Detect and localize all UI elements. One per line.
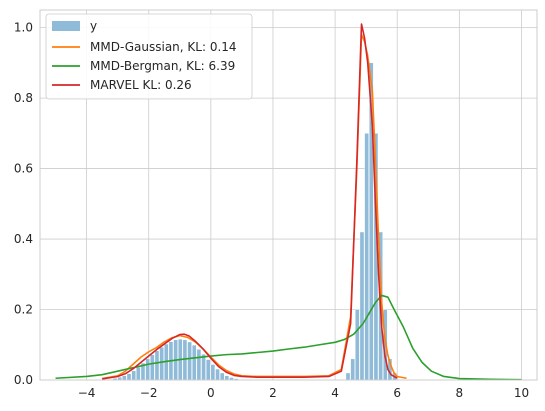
histogram-bar (159, 347, 164, 381)
histogram-bar (192, 344, 197, 381)
histogram-bar (350, 358, 355, 381)
histogram-bar (122, 375, 127, 381)
histogram-bar (355, 309, 360, 381)
y-tick-label: 0.2 (14, 303, 33, 317)
x-tick-label: 6 (393, 386, 401, 400)
histogram-bar (150, 354, 155, 381)
histogram-bar (205, 359, 211, 381)
histogram-bar (154, 350, 160, 381)
histogram-bar (210, 364, 216, 381)
axes: −4 −2 0 2 4 6 8 10 0.0 0.2 0.4 0.6 0.8 1.0 (14, 9, 538, 400)
histogram-bar (196, 349, 202, 381)
histogram-bar (126, 373, 132, 381)
histogram-bar (215, 368, 220, 381)
legend-label-histogram: y (90, 19, 97, 33)
legend: y MMD-Gaussian, KL: 0.14 MMD-Bergman, KL: … (45, 13, 253, 100)
histogram-bar (131, 370, 136, 381)
histogram-bar (224, 375, 230, 381)
legend-frame (45, 13, 253, 100)
y-tick-label: 0.8 (14, 91, 33, 105)
histogram-bar (364, 133, 369, 381)
x-tick-label: 8 (456, 386, 464, 400)
y-tick-label: 0.4 (14, 232, 33, 246)
legend-swatch-histogram (52, 21, 80, 31)
plot-frame (39, 9, 538, 381)
histogram-bar (136, 367, 141, 381)
histogram-bar (201, 354, 206, 381)
x-tick-label: 10 (514, 386, 529, 400)
legend-label-3: MARVEL KL: 0.26 (90, 78, 192, 92)
series-line-2 (55, 294, 522, 381)
legend-label-1: MMD-Gaussian, KL: 0.14 (90, 40, 237, 54)
histogram-bar (359, 231, 365, 381)
series-line-3 (102, 23, 398, 380)
legend-label-2: MMD-Bergman, KL: 6.39 (90, 59, 235, 73)
y-tick-label: 0.6 (14, 162, 33, 176)
x-tick-label: −2 (140, 386, 158, 400)
histogram-bar (145, 358, 150, 381)
histogram-bar (219, 372, 225, 381)
histogram-bar (345, 372, 351, 381)
series-lines (55, 23, 522, 381)
x-tick-label: 0 (207, 386, 215, 400)
histogram-bar (187, 341, 192, 381)
y-tick-label: 0.0 (14, 373, 33, 387)
x-tick-label: 4 (331, 386, 339, 400)
y-tick-label: 1.0 (14, 21, 33, 35)
x-tick-label: −4 (78, 386, 96, 400)
x-tick-label: 2 (269, 386, 277, 400)
